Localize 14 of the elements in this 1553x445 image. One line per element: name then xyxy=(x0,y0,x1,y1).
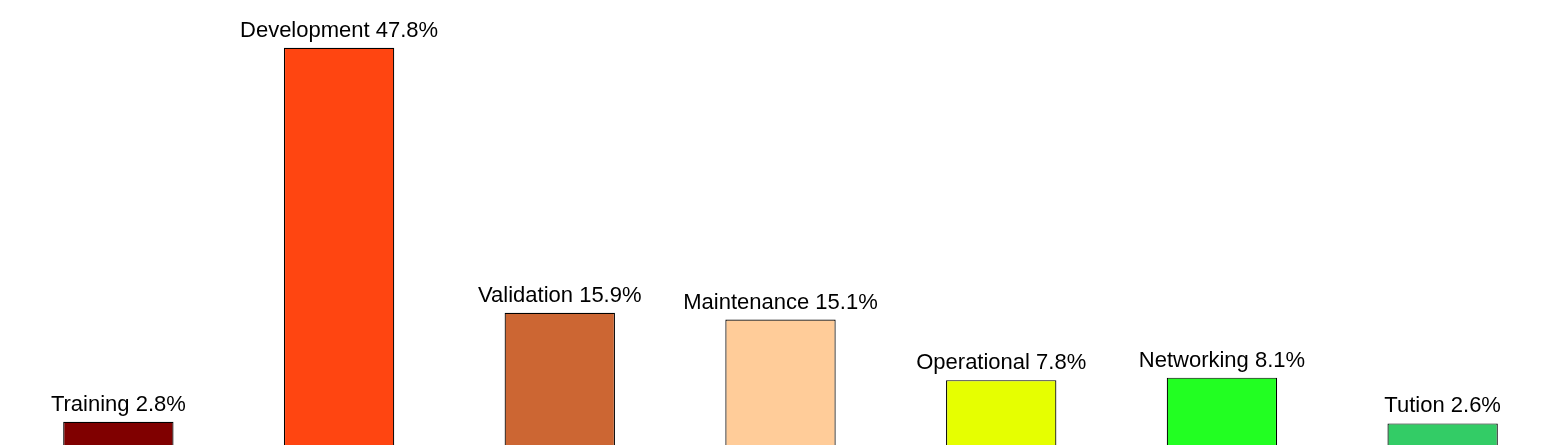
data-label: 15.9% xyxy=(579,281,642,307)
data-label: 2.8% xyxy=(135,390,186,416)
x-tick-label: Validation xyxy=(478,281,574,307)
x-tick-label: Tution xyxy=(1384,392,1445,418)
data-label: 8.1% xyxy=(1254,346,1306,372)
data-label: 47.8% xyxy=(375,16,439,42)
x-tick-label: Operational xyxy=(916,349,1030,375)
data-label: 7.8% xyxy=(1036,349,1087,375)
x-tick-label: Networking xyxy=(1138,346,1249,372)
x-tick-label: Training xyxy=(50,390,130,416)
x-tick-label: Maintenance xyxy=(683,288,810,314)
data-label: 15.1% xyxy=(815,288,878,314)
x-tick-label: Development xyxy=(240,16,370,42)
data-label: 2.6% xyxy=(1450,392,1501,418)
